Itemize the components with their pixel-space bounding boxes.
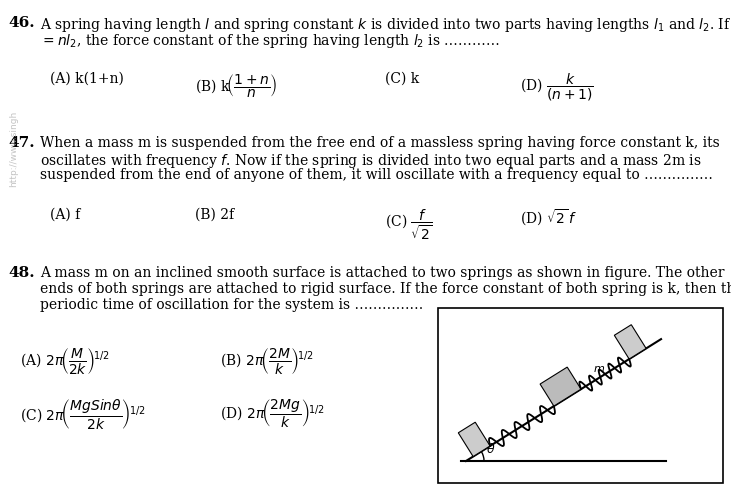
Text: When a mass m is suspended from the free end of a massless spring having force c: When a mass m is suspended from the free… bbox=[40, 136, 720, 150]
Text: oscillates with frequency $f$. Now if the spring is divided into two equal parts: oscillates with frequency $f$. Now if th… bbox=[40, 152, 702, 170]
Text: (A) f: (A) f bbox=[50, 208, 80, 222]
Text: (A) $2\pi\!\left(\dfrac{M}{2k}\right)^{\!1/2}$: (A) $2\pi\!\left(\dfrac{M}{2k}\right)^{\… bbox=[20, 346, 110, 376]
Text: (C) $\dfrac{f}{\sqrt{2}}$: (C) $\dfrac{f}{\sqrt{2}}$ bbox=[385, 208, 433, 242]
Text: (C) $2\pi\!\left(\dfrac{MgSin\theta}{2k}\right)^{\!1/2}$: (C) $2\pi\!\left(\dfrac{MgSin\theta}{2k}… bbox=[20, 397, 145, 431]
Text: http://www.singh: http://www.singh bbox=[10, 111, 18, 187]
Text: (D) $\dfrac{k}{(n+1)}$: (D) $\dfrac{k}{(n+1)}$ bbox=[520, 72, 594, 103]
Text: 47.: 47. bbox=[8, 136, 34, 150]
Text: (D) $\sqrt{2}\,f$: (D) $\sqrt{2}\,f$ bbox=[520, 208, 577, 228]
Text: A mass m on an inclined smooth surface is attached to two springs as shown in fi: A mass m on an inclined smooth surface i… bbox=[40, 266, 724, 280]
Polygon shape bbox=[540, 367, 581, 406]
Text: (B) $2\pi\!\left(\dfrac{2M}{k}\right)^{\!1/2}$: (B) $2\pi\!\left(\dfrac{2M}{k}\right)^{\… bbox=[220, 346, 314, 376]
Text: suspended from the end of anyone of them, it will oscillate with a frequency equ: suspended from the end of anyone of them… bbox=[40, 168, 713, 182]
Text: (B) k$\!\left(\dfrac{1+n}{n}\right)$: (B) k$\!\left(\dfrac{1+n}{n}\right)$ bbox=[195, 72, 278, 99]
Text: A spring having length $l$ and spring constant $k$ is divided into two parts hav: A spring having length $l$ and spring co… bbox=[40, 16, 731, 34]
Polygon shape bbox=[458, 422, 490, 457]
Text: $m$: $m$ bbox=[594, 364, 605, 374]
Bar bbox=[438, 308, 723, 483]
Polygon shape bbox=[614, 325, 646, 359]
Text: 46.: 46. bbox=[8, 16, 34, 30]
Text: (B) 2f: (B) 2f bbox=[195, 208, 234, 222]
Text: (D) $2\pi\!\left(\dfrac{2Mg}{k}\right)^{\!1/2}$: (D) $2\pi\!\left(\dfrac{2Mg}{k}\right)^{… bbox=[220, 397, 325, 430]
Text: $= nl_2$, the force constant of the spring having length $l_2$ is …………: $= nl_2$, the force constant of the spri… bbox=[40, 32, 500, 50]
Text: periodic time of oscillation for the system is ……………: periodic time of oscillation for the sys… bbox=[40, 298, 423, 312]
Text: 48.: 48. bbox=[8, 266, 34, 280]
Text: (C) k: (C) k bbox=[385, 72, 420, 86]
Text: ends of both springs are attached to rigid surface. If the force constant of bot: ends of both springs are attached to rig… bbox=[40, 282, 731, 296]
Text: $\theta$: $\theta$ bbox=[486, 442, 496, 456]
Text: (A) k(1+n): (A) k(1+n) bbox=[50, 72, 124, 86]
